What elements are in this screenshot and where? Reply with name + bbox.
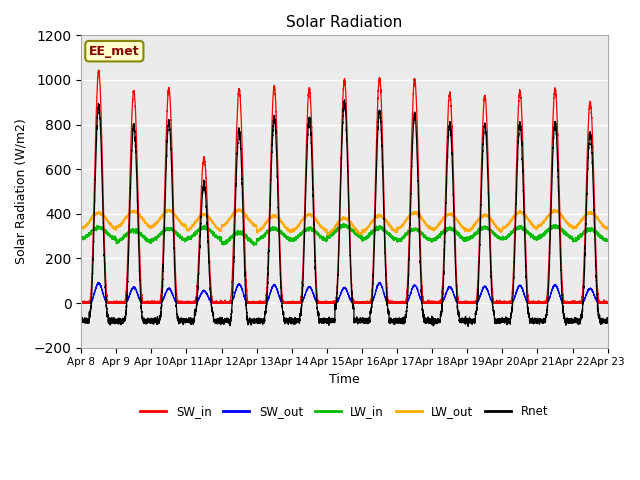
LW_in [77,235,85,241]
Title: Solar Radiation: Solar Radiation [286,15,403,30]
Line: SW_out: SW_out [81,282,608,303]
Line: LW_out: LW_out [81,209,608,235]
LW_in [582,226,589,232]
SW_in [462,300,470,306]
Line: Rnet: Rnet [81,100,608,326]
LW_in [326,233,334,239]
LW_in [339,221,347,227]
SW_in [77,299,85,304]
LW_in [256,236,264,241]
Line: SW_in: SW_in [81,70,608,303]
LW_in [477,227,485,233]
LW_out [256,227,264,233]
SW_in [582,208,589,214]
LW_out [582,211,589,216]
LW_in [250,243,257,249]
Rnet [575,321,583,326]
Rnet [477,202,485,208]
Rnet [77,318,85,324]
SW_out [77,300,85,306]
Rnet [604,320,612,325]
SW_out [256,300,264,306]
SW_in [257,300,264,306]
LW_out [235,206,243,212]
Rnet [462,317,470,323]
SW_in [604,299,612,305]
LW_in [604,238,612,244]
SW_in [95,67,102,73]
SW_out [477,291,485,297]
Rnet [256,317,264,323]
SW_out [376,279,383,285]
Line: LW_in: LW_in [81,224,608,246]
LW_out [604,225,612,231]
Rnet [340,97,348,103]
LW_in [462,236,470,241]
Rnet [464,324,472,329]
SW_in [477,180,485,186]
LW_out [77,225,85,231]
SW_in [575,298,583,304]
X-axis label: Time: Time [329,373,360,386]
Legend: SW_in, SW_out, LW_in, LW_out, Rnet: SW_in, SW_out, LW_in, LW_out, Rnet [136,400,553,423]
Text: EE_met: EE_met [89,45,140,58]
SW_out [575,300,583,306]
SW_out [77,300,85,305]
Rnet [326,317,334,323]
LW_out [477,215,485,220]
SW_in [77,300,85,306]
LW_out [324,232,332,238]
SW_out [326,300,334,306]
LW_in [575,234,583,240]
LW_out [462,227,470,232]
SW_out [604,300,612,305]
LW_out [326,229,334,235]
SW_out [462,300,470,306]
Y-axis label: Solar Radiation (W/m2): Solar Radiation (W/m2) [15,119,28,264]
SW_in [326,299,334,305]
LW_out [575,220,583,226]
Rnet [582,230,589,236]
SW_out [582,293,589,299]
